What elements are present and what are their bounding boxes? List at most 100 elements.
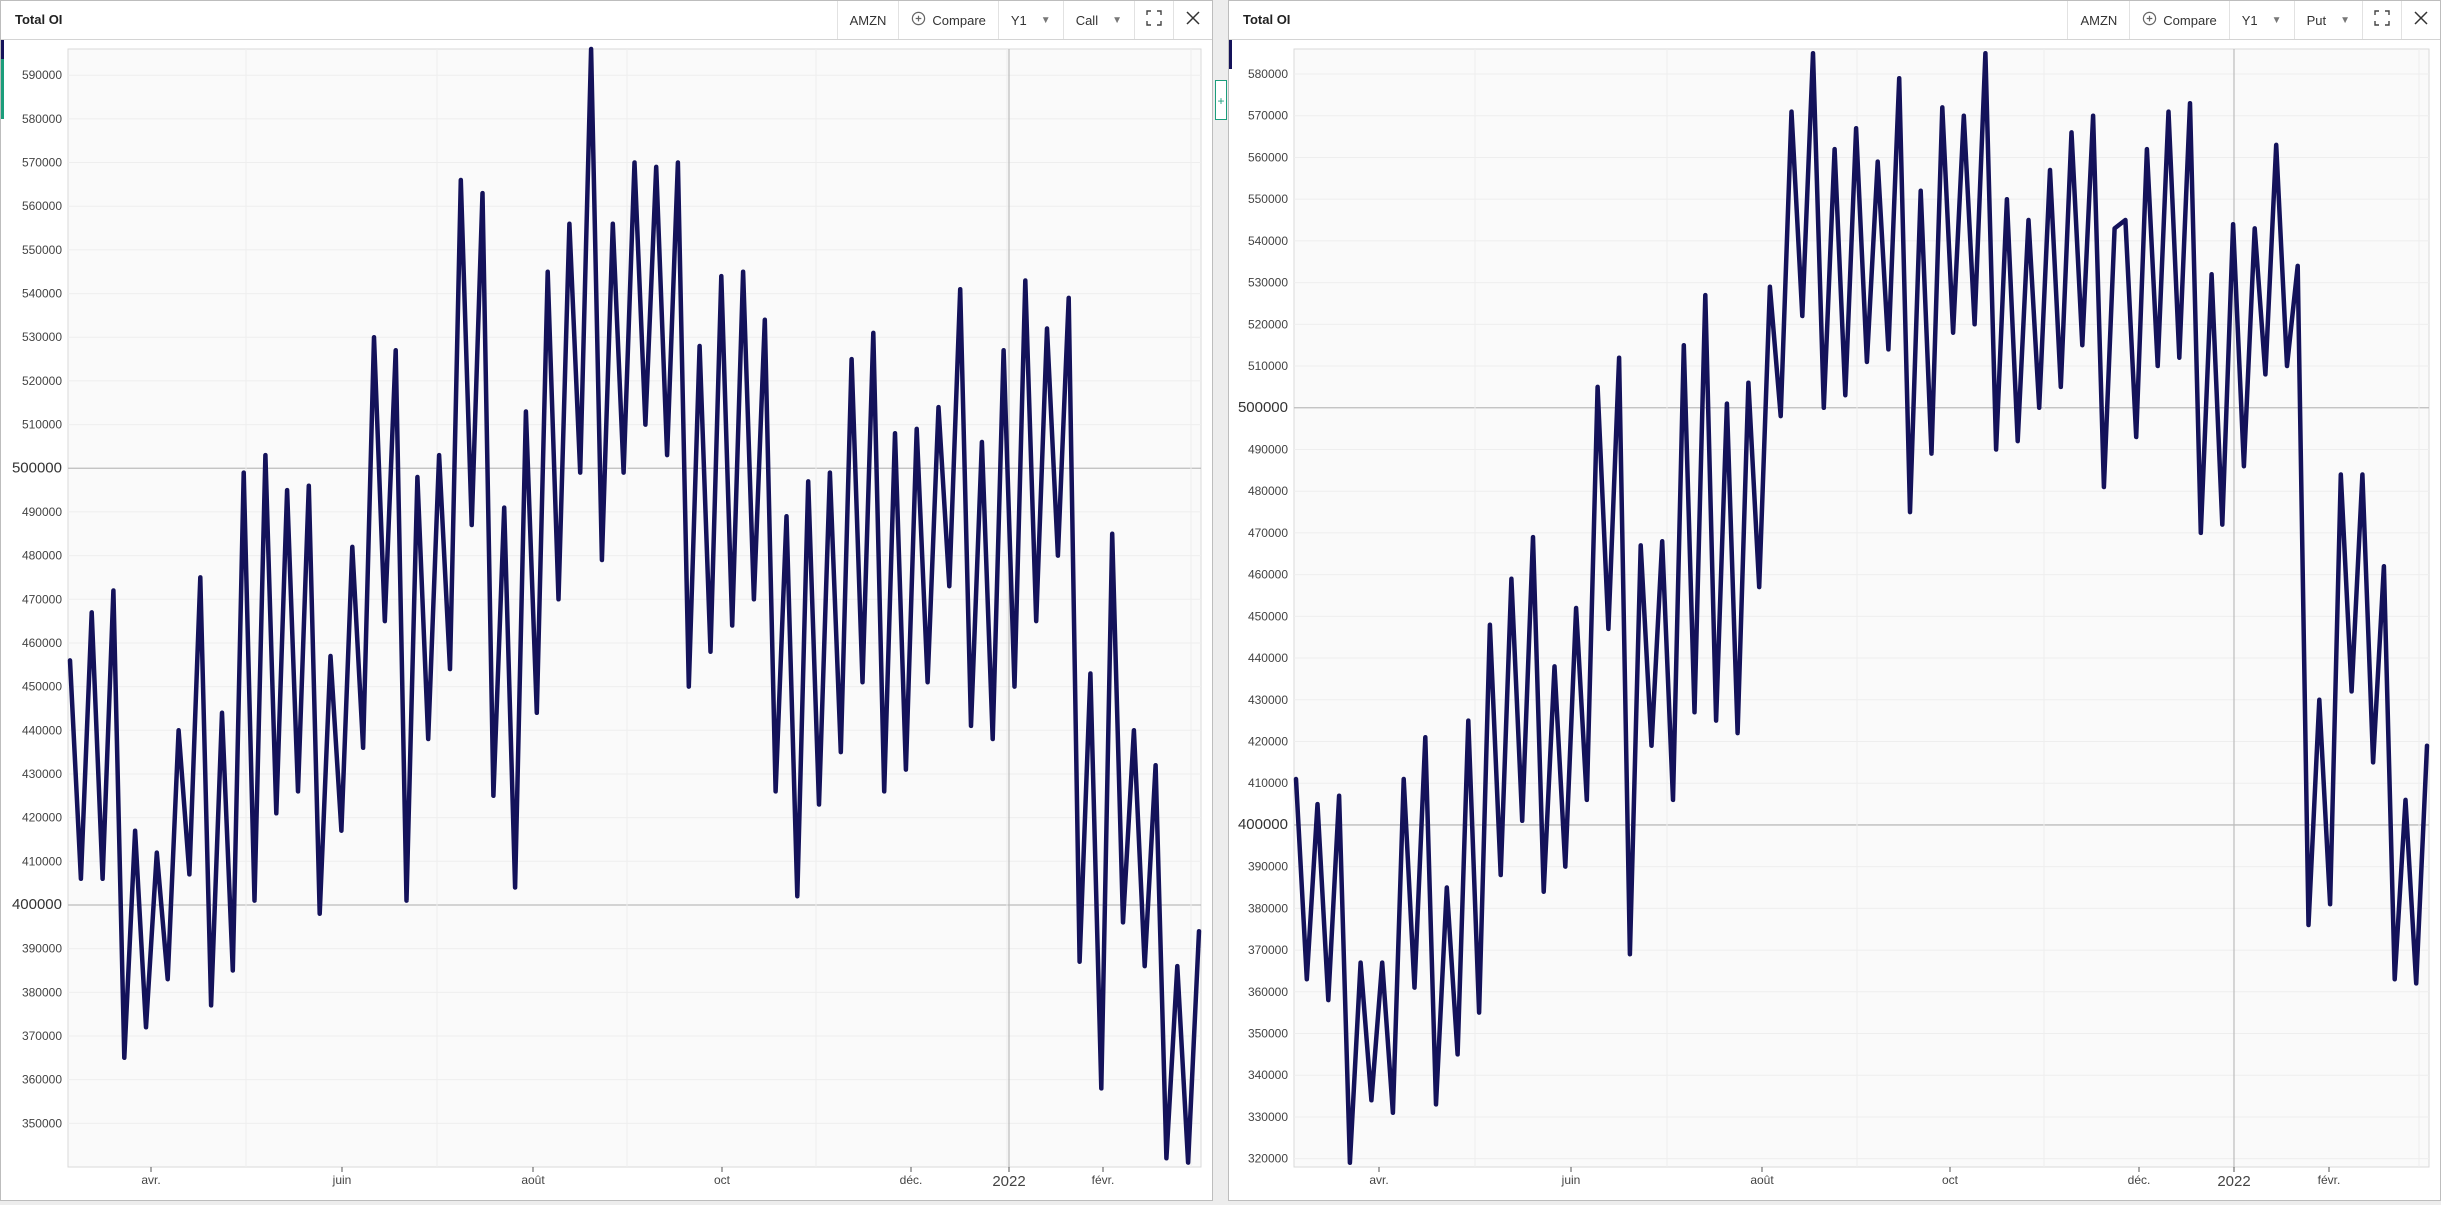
fullscreen-icon bbox=[2374, 9, 2390, 31]
panel-toolbar: AMZN Compare Y1 ▼ Call ▼ bbox=[836, 1, 1212, 39]
period-label: Y1 bbox=[2241, 12, 2258, 28]
chevron-down-icon: ▼ bbox=[2271, 14, 2282, 26]
add-panel-button[interactable]: + bbox=[1215, 80, 1227, 120]
x-tick-label: oct bbox=[714, 1173, 731, 1187]
y-tick-label: 410000 bbox=[1248, 776, 1288, 790]
y-tick-label: 400000 bbox=[1238, 816, 1288, 833]
y-tick-label: 440000 bbox=[22, 723, 62, 737]
panel-accent-top bbox=[1229, 39, 1232, 69]
close-icon bbox=[1186, 10, 1200, 30]
plus-circle-icon bbox=[2142, 11, 2157, 30]
x-tick-label: déc. bbox=[900, 1173, 923, 1187]
y-tick-label: 550000 bbox=[22, 243, 62, 257]
ticker-label: AMZN bbox=[2080, 12, 2118, 28]
chevron-down-icon: ▼ bbox=[2340, 14, 2350, 26]
compare-button[interactable]: Compare bbox=[898, 1, 997, 39]
close-icon bbox=[2414, 10, 2428, 30]
y-tick-label: 560000 bbox=[1248, 150, 1288, 164]
call-oi-line-chart: 350000 360000 370000 380000 390000 400000 4100… bbox=[12, 46, 1202, 1190]
x-tick-label: avr. bbox=[141, 1173, 160, 1187]
ticker-button[interactable]: AMZN bbox=[2067, 1, 2129, 39]
y-tick-label: 590000 bbox=[22, 68, 62, 82]
y-tick-label: 580000 bbox=[1248, 67, 1288, 81]
y-tick-label: 380000 bbox=[22, 985, 62, 999]
y-tick-label: 340000 bbox=[1248, 1068, 1288, 1082]
chevron-down-icon: ▼ bbox=[1112, 14, 1122, 26]
option-type-label: Put bbox=[2306, 12, 2327, 28]
y-tick-label: 370000 bbox=[22, 1029, 62, 1043]
y-tick-label: 360000 bbox=[22, 1073, 62, 1087]
x-tick-label: août bbox=[521, 1173, 545, 1187]
y-tick-label: 370000 bbox=[1248, 943, 1288, 957]
y-tick-label: 510000 bbox=[22, 418, 62, 432]
series-line bbox=[67, 46, 1202, 1165]
left-chart-panel: Total OI AMZN Compare Y1 ▼ Call ▼ bbox=[0, 0, 1213, 1201]
y-tick-label: 390000 bbox=[22, 942, 62, 956]
x-tick-label: avr. bbox=[1369, 1173, 1388, 1187]
panel-title: Total OI bbox=[15, 12, 63, 27]
y-tick-label: 430000 bbox=[22, 767, 62, 781]
fullscreen-button[interactable] bbox=[1134, 1, 1173, 39]
y-tick-label: 530000 bbox=[1248, 276, 1288, 290]
y-tick-label: 420000 bbox=[1248, 734, 1288, 748]
y-tick-label: 480000 bbox=[1248, 484, 1288, 498]
x-tick-label: déc. bbox=[2128, 1173, 2151, 1187]
put-oi-line-chart: 320000 330000 340000 350000 360000 370000 3800… bbox=[1238, 48, 2430, 1190]
x-tick-label: juin bbox=[1561, 1173, 1581, 1187]
y-tick-label: 460000 bbox=[1248, 568, 1288, 582]
y-tick-label: 470000 bbox=[1248, 526, 1288, 540]
x-tick-label: juin bbox=[332, 1173, 352, 1187]
panel-toolbar: AMZN Compare Y1 ▼ Put ▼ bbox=[2067, 1, 2440, 39]
plus-circle-icon bbox=[911, 11, 926, 30]
x-tick-label: août bbox=[1750, 1173, 1774, 1187]
compare-button[interactable]: Compare bbox=[2129, 1, 2228, 39]
fullscreen-icon bbox=[1146, 9, 1162, 31]
ticker-button[interactable]: AMZN bbox=[836, 1, 899, 39]
close-button[interactable] bbox=[1173, 1, 1212, 39]
panel-accent-green bbox=[1, 59, 4, 119]
right-chart-panel: Total OI AMZN Compare Y1 ▼ Put ▼ bbox=[1228, 0, 2441, 1201]
compare-label: Compare bbox=[932, 12, 986, 28]
x-tick-label: févr. bbox=[2318, 1173, 2341, 1187]
y-tick-label: 490000 bbox=[22, 505, 62, 519]
option-type-dropdown[interactable]: Put ▼ bbox=[2293, 1, 2362, 39]
y-tick-label: 510000 bbox=[1248, 359, 1288, 373]
y-tick-label: 360000 bbox=[1248, 985, 1288, 999]
y-tick-label: 320000 bbox=[1248, 1152, 1288, 1166]
x-tick-label: 2022 bbox=[2217, 1173, 2250, 1190]
y-tick-label: 410000 bbox=[22, 854, 62, 868]
y-tick-label: 450000 bbox=[22, 680, 62, 694]
y-tick-label: 540000 bbox=[1248, 234, 1288, 248]
y-tick-label: 490000 bbox=[1248, 442, 1288, 456]
y-tick-label: 530000 bbox=[22, 330, 62, 344]
y-tick-label: 470000 bbox=[22, 592, 62, 606]
panel-title: Total OI bbox=[1243, 12, 1291, 27]
y-tick-label: 500000 bbox=[1238, 399, 1288, 416]
y-tick-label: 580000 bbox=[22, 112, 62, 126]
y-tick-label: 480000 bbox=[22, 549, 62, 563]
y-tick-label: 440000 bbox=[1248, 651, 1288, 665]
ticker-label: AMZN bbox=[849, 12, 887, 28]
y-tick-label: 330000 bbox=[1248, 1110, 1288, 1124]
period-dropdown[interactable]: Y1 ▼ bbox=[997, 1, 1063, 39]
y-tick-label: 390000 bbox=[1248, 860, 1288, 874]
y-tick-label: 380000 bbox=[1248, 901, 1288, 915]
y-tick-label: 350000 bbox=[1248, 1027, 1288, 1041]
y-tick-label: 500000 bbox=[12, 459, 62, 476]
option-type-dropdown[interactable]: Call ▼ bbox=[1062, 1, 1134, 39]
y-tick-label: 550000 bbox=[1248, 192, 1288, 206]
x-tick-label: 2022 bbox=[992, 1173, 1025, 1190]
panel-header: Total OI AMZN Compare Y1 ▼ Put ▼ bbox=[1229, 1, 2440, 40]
x-tick-label: févr. bbox=[1092, 1173, 1115, 1187]
compare-label: Compare bbox=[2163, 12, 2217, 28]
y-tick-label: 570000 bbox=[22, 156, 62, 170]
close-button[interactable] bbox=[2401, 1, 2440, 39]
series-line bbox=[1293, 50, 2430, 1166]
y-tick-label: 420000 bbox=[22, 811, 62, 825]
x-tick-label: oct bbox=[1942, 1173, 1959, 1187]
period-dropdown[interactable]: Y1 ▼ bbox=[2228, 1, 2294, 39]
y-tick-label: 430000 bbox=[1248, 693, 1288, 707]
chevron-down-icon: ▼ bbox=[1040, 14, 1051, 26]
y-tick-label: 520000 bbox=[22, 374, 62, 388]
fullscreen-button[interactable] bbox=[2362, 1, 2401, 39]
